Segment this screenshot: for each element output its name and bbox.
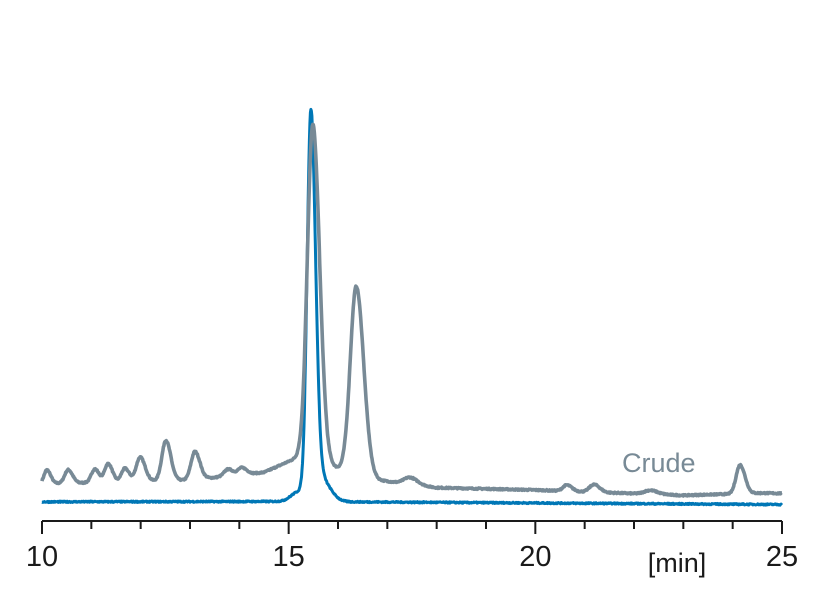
- series-label-crude: Crude: [622, 448, 696, 478]
- x-tick-label: 10: [26, 541, 58, 573]
- x-tick-label: 15: [273, 541, 305, 573]
- x-tick-label: 25: [766, 541, 798, 573]
- series-layer: [40, 107, 784, 507]
- series-line-purified: [41, 107, 784, 507]
- x-axis-label: [min]: [648, 548, 707, 578]
- series-line-crude: [40, 122, 784, 498]
- x-axis: 10 15 20 25: [26, 520, 798, 573]
- x-tick-label: 20: [519, 541, 551, 573]
